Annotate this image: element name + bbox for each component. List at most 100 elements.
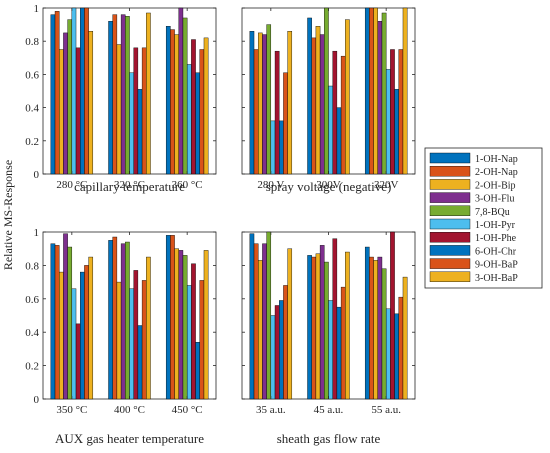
bar-2-oh-nap <box>112 14 118 175</box>
x-tick-label: 45 a.u. <box>314 404 344 416</box>
legend-entry-label: 6-OH-Chr <box>475 246 517 257</box>
bar-7-8-bqu <box>324 261 329 400</box>
bar-9-oh-bap <box>141 47 147 175</box>
chart-panels: 0 0.2 0.4 0.6 0.8 1 280 °C 320 °C 360 °Ccapillar… <box>25 3 416 446</box>
bar-7-8-bqu <box>67 246 73 400</box>
bar-7-8-bqu <box>182 255 188 400</box>
chart-panel-3: 0 0.2 0.4 0.6 0.8 1 350 °C 400 °C 450 °C AUX gas … <box>25 227 217 446</box>
bar-2-oh-bip <box>373 7 378 175</box>
bar-6-oh-chr <box>137 89 143 175</box>
legend-entry-label: 3-OH-BaP <box>475 273 518 284</box>
bar-3-oh-flu <box>377 21 383 175</box>
bar-1-oh-pyr <box>270 315 276 400</box>
bar-2-oh-bip <box>59 49 64 175</box>
bar-9-oh-bap <box>340 286 346 400</box>
bar-2-oh-bip <box>59 271 64 400</box>
bar-2-oh-bip <box>373 260 378 400</box>
legend-swatch <box>429 205 471 217</box>
legend-swatch <box>429 271 471 282</box>
legend-swatch <box>429 152 471 164</box>
legend-entry-label: 7,8-BQu <box>475 207 510 218</box>
bar-3-oh-bap <box>402 7 408 175</box>
bar-7-8-bqu <box>324 7 329 175</box>
bar-9-oh-bap <box>141 280 147 400</box>
bar-9-oh-bap <box>398 296 404 400</box>
bar-2-oh-bip <box>174 248 179 400</box>
bar-3-oh-flu <box>63 32 68 175</box>
bar-2-oh-bip <box>116 281 122 400</box>
bar-1-oh-pyr <box>270 120 276 175</box>
bar-3-oh-bap <box>402 276 408 400</box>
bar-3-oh-bap <box>88 256 94 400</box>
bar-3-oh-flu <box>63 233 68 400</box>
bar-6-oh-chr <box>394 313 399 400</box>
bar-3-oh-flu <box>319 245 325 400</box>
bar-6-oh-chr <box>80 271 85 400</box>
bar-7-8-bqu <box>266 231 272 400</box>
y-tick-label: 0.4 <box>25 327 39 339</box>
bar-2-oh-nap <box>112 236 118 400</box>
bar-6-oh-chr <box>394 89 399 175</box>
bar-2-oh-bip <box>315 26 321 175</box>
bar-3-oh-bap <box>203 37 209 175</box>
legend-entry-label: 1-OH-Phe <box>475 233 517 244</box>
legend-entry-label: 1-OH-Nap <box>475 154 518 165</box>
bar-1-oh-phe <box>274 305 280 400</box>
x-tick-label: 350 °C <box>56 404 87 416</box>
bar-7-8-bqu <box>182 17 188 175</box>
bar-1-oh-pyr <box>186 285 192 400</box>
x-tick-label: 300V <box>316 179 341 191</box>
bar-2-oh-bip <box>116 44 122 175</box>
legend-swatch <box>429 192 471 203</box>
bar-9-oh-bap <box>84 7 89 175</box>
bar-1-oh-phe <box>191 39 196 175</box>
bar-3-oh-bap <box>203 250 209 400</box>
bar-9-oh-bap <box>398 49 404 175</box>
x-tick-label: 280 °C <box>56 179 87 191</box>
bar-1-oh-nap <box>307 17 312 175</box>
bar-2-oh-bip <box>174 34 179 175</box>
bar-7-8-bqu <box>67 19 73 175</box>
bar-1-oh-nap <box>249 31 255 175</box>
bar-6-oh-chr <box>336 107 342 175</box>
y-tick-label: 0.8 <box>25 260 39 272</box>
bar-1-oh-nap <box>50 243 56 400</box>
chart-panel-4: 35 a.u. 45 a.u. 55 a.u. sheath gas flow rat… <box>241 231 416 446</box>
y-tick-label: 0 <box>34 169 40 181</box>
bar-3-oh-bap <box>287 248 293 400</box>
x-tick-label: 450 °C <box>172 404 203 416</box>
bar-1-oh-phe <box>274 50 280 175</box>
x-axis-label: capillary temperature <box>74 179 185 194</box>
legend-entry-label: 3-OH-Flu <box>475 194 514 205</box>
legend-entry-label: 9-OH-BaP <box>475 260 518 271</box>
bar-3-oh-bap <box>345 251 350 400</box>
bar-1-oh-nap <box>364 246 370 400</box>
y-tick-label: 0.6 <box>25 69 39 81</box>
bar-7-8-bqu <box>125 16 130 175</box>
y-tick-label: 0.8 <box>25 36 39 48</box>
y-tick-label: 0.6 <box>25 294 39 306</box>
legend-entry-label: 2-OH-Bip <box>475 180 516 191</box>
bar-1-oh-phe <box>390 231 395 400</box>
bar-7-8-bqu <box>381 12 387 175</box>
x-tick-label: 280 V <box>257 179 284 191</box>
bar-3-oh-bap <box>345 19 350 175</box>
y-tick-label: 0 <box>34 394 40 406</box>
bar-1-oh-phe <box>191 263 196 400</box>
bar-1-oh-phe <box>390 49 395 175</box>
bar-1-oh-phe <box>133 47 139 175</box>
bar-6-oh-chr <box>137 325 143 400</box>
bar-3-oh-flu <box>262 243 267 400</box>
bar-1-oh-nap <box>249 233 255 400</box>
y-tick-label: 1 <box>34 227 40 239</box>
bar-1-oh-phe <box>75 323 81 400</box>
bar-1-oh-nap <box>108 21 113 175</box>
bar-6-oh-chr <box>195 342 200 400</box>
bar-2-oh-nap <box>311 37 317 175</box>
legend-entry-label: 1-OH-Pyr <box>475 220 516 231</box>
bar-3-oh-flu <box>319 34 325 175</box>
bar-2-oh-nap <box>369 7 374 175</box>
bar-1-oh-pyr <box>328 300 333 400</box>
bar-9-oh-bap <box>199 280 205 400</box>
